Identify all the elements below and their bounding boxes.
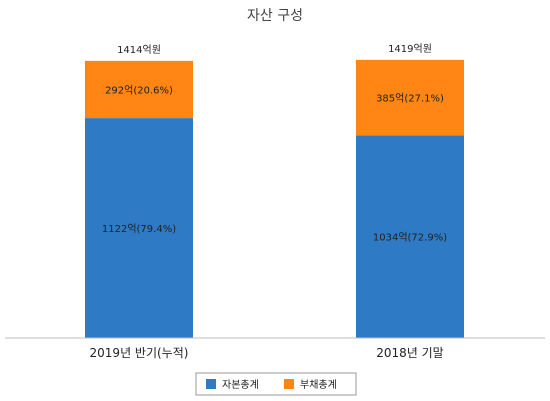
legend-box <box>195 372 357 396</box>
chart-title: 자산 구성 <box>247 8 303 24</box>
total-label: 1419억원 <box>388 43 432 55</box>
legend-label: 자본총계 <box>222 379 259 391</box>
legend-label: 부채총계 <box>300 379 337 391</box>
legend-swatch <box>284 379 294 389</box>
segment-label: 292억(20.6%) <box>105 84 173 96</box>
segment-label: 385억(27.1%) <box>376 93 444 105</box>
bar-segment-equity-0 <box>85 118 193 338</box>
bars-group: 1122억(79.4%) 292억(20.6%) 1414억원 2019년 반기(누적… <box>85 43 464 360</box>
legend-swatch <box>206 379 216 389</box>
segment-label: 1034억(72.9%) <box>373 232 447 244</box>
category-label: 2019년 반기(누적) <box>90 346 189 360</box>
category-label: 2018년 기말 <box>376 346 443 360</box>
bar-segment-liabilities-1 <box>356 59 464 136</box>
total-label: 1414억원 <box>117 44 161 56</box>
bar-segment-liabilities-0 <box>85 60 193 119</box>
segment-label: 1122억(79.4%) <box>102 223 176 235</box>
bar-segment-equity-1 <box>356 135 464 338</box>
legend: 자본총계 부채총계 <box>195 372 357 396</box>
